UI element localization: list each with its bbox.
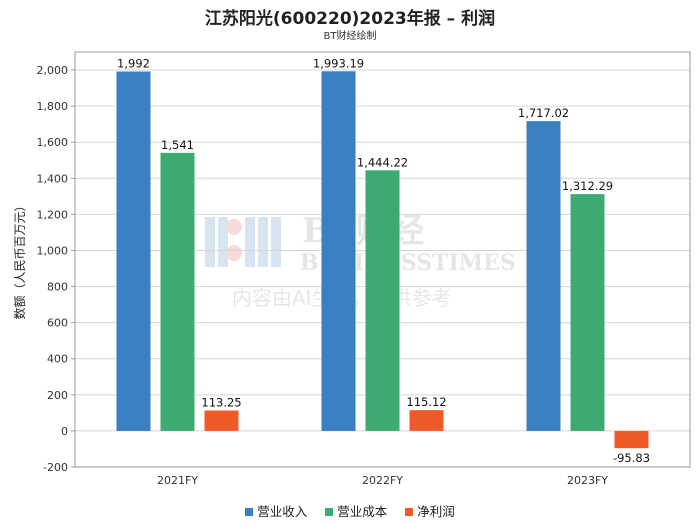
legend-item-revenue: 营业收入 (245, 501, 307, 520)
bar (570, 194, 605, 431)
x-axis: 2021FY 2022FY 2023FY (157, 474, 608, 487)
legend-swatch (405, 508, 414, 516)
y-tick-label: -200 (43, 461, 68, 474)
y-tick-label: 1,400 (37, 172, 69, 185)
bar (614, 430, 649, 449)
plot-frame (74, 51, 691, 468)
x-tick-label: 2023FY (567, 474, 608, 487)
chart-title: 江苏阳光(600220)2023年报 – 利润 (204, 9, 496, 29)
bar (409, 410, 444, 431)
legend-label: 净利润 (417, 504, 455, 519)
legend-swatch (245, 508, 254, 516)
data-label: 1,444.22 (357, 155, 408, 169)
x-tick-label: 2021FY (157, 474, 198, 487)
y-tick-label: 800 (47, 281, 68, 294)
data-label: 115.12 (406, 395, 446, 409)
svg-text:BT财经: BT财经 (302, 211, 424, 251)
y-tick-label: 1,000 (37, 244, 69, 257)
bar (526, 121, 561, 431)
y-tick-label: 1,200 (37, 208, 69, 221)
x-tick-label: 2022FY (362, 474, 403, 487)
bar (160, 152, 195, 431)
data-labels: 1,992 1,541 113.25 1,993.19 1,444.22 115.12 1,… (117, 56, 650, 465)
y-tick-label: 2,000 (37, 64, 69, 77)
legend-swatch (325, 508, 334, 516)
y-tick-label: 200 (47, 389, 68, 402)
data-label: 1,717.02 (518, 106, 569, 120)
y-tick-label: 600 (47, 317, 68, 330)
bars (116, 71, 649, 449)
legend: 营业收入 营业成本 净利润 (0, 501, 700, 520)
data-label: 1,312.29 (562, 179, 613, 193)
bar (204, 410, 239, 431)
y-tick-label: 1,800 (37, 100, 69, 113)
y-axis-label: 数额（人民币百万元） (12, 199, 27, 319)
legend-item-net-profit: 净利润 (405, 501, 455, 520)
data-label: 113.25 (201, 395, 241, 409)
y-tick-label: 1,600 (37, 136, 69, 149)
watermark: BT财经 BUSINESSTIMES 内容由AI生成，仅供参考 (205, 211, 516, 310)
legend-label: 营业成本 (337, 504, 388, 519)
data-label: 1,993.19 (313, 56, 364, 70)
y-tick-label: 0 (61, 425, 68, 438)
data-label: 1,541 (161, 138, 194, 152)
y-axis: -200 0 200 400 600 800 1,000 1,200 1,400 1,600 1,8… (37, 64, 75, 474)
legend-label: 营业收入 (257, 504, 308, 519)
legend-item-cost: 营业成本 (325, 501, 387, 520)
data-label: -95.83 (613, 451, 650, 465)
bar (116, 71, 151, 431)
bar-chart: BT财经 BUSINESSTIMES 内容由AI生成，仅供参考 -200 0 200… (12, 51, 691, 487)
data-label: 1,992 (117, 56, 150, 70)
y-tick-label: 400 (47, 353, 68, 366)
chart-subtitle: BT财经绘制 (323, 31, 377, 42)
bar (321, 71, 356, 431)
bar (365, 170, 400, 431)
